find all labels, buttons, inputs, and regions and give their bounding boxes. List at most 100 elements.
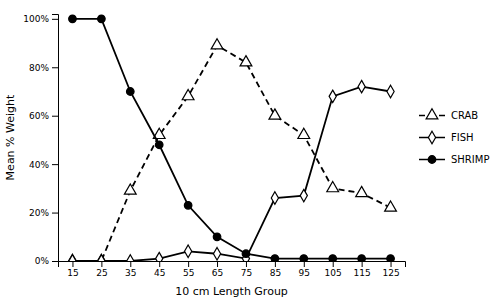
point: [127, 255, 134, 261]
tick-mark: [275, 261, 276, 267]
point: [327, 182, 339, 192]
point: [300, 255, 308, 261]
tick: 55: [183, 261, 194, 278]
tick-label: 125: [382, 268, 399, 278]
tick: 65: [212, 261, 223, 278]
point: [300, 189, 307, 201]
point: [211, 39, 223, 49]
tick-mark: [304, 261, 305, 267]
tick: 20%: [29, 208, 58, 218]
tick-mark: [52, 261, 58, 262]
plot: 15 25 35 45 55 65 75 85 95 105 115 125 0% 20% 40% 60% 80…: [23, 14, 405, 278]
tick-label: 15: [67, 268, 78, 278]
tick-mark: [333, 261, 334, 267]
legend-marker: [426, 109, 438, 119]
tick: 95: [299, 261, 310, 278]
tick: 125: [382, 261, 399, 278]
tick-mark: [217, 261, 218, 267]
tick-mark: [188, 261, 189, 267]
legend-item: SHRIMP: [419, 154, 489, 165]
tick-label: 65: [212, 268, 223, 278]
tick: 75: [241, 261, 252, 278]
point: [298, 128, 310, 138]
tick: 105: [325, 261, 342, 278]
axis-line: [52, 15, 59, 262]
tick-mark: [362, 261, 363, 267]
axis-line: [59, 262, 406, 268]
point: [329, 90, 336, 102]
point: [356, 186, 368, 196]
tick-mark: [52, 213, 58, 214]
point: [98, 255, 105, 261]
legend-marker: [428, 131, 435, 143]
tick-label: 25: [96, 268, 107, 278]
point: [242, 250, 250, 258]
series-line: [72, 19, 390, 259]
tick-mark: [130, 261, 131, 267]
series-group: [67, 15, 397, 261]
tick: 115: [354, 261, 371, 278]
point: [124, 184, 136, 194]
x-axis-title: 10 cm Length Group: [175, 285, 288, 298]
tick-label: 55: [183, 268, 194, 278]
point: [387, 255, 395, 261]
point: [271, 255, 279, 261]
series-line: [72, 87, 390, 261]
point: [156, 252, 163, 261]
tick-label: 95: [299, 268, 310, 278]
point: [155, 141, 163, 149]
tick-mark: [159, 261, 160, 267]
tick: 80%: [29, 63, 58, 73]
point: [127, 88, 135, 96]
point: [213, 247, 220, 259]
tick-mark: [72, 261, 73, 267]
point: [358, 80, 365, 92]
legend-item: CRAB: [419, 109, 478, 121]
y-axis-title: Mean % Weight: [4, 94, 17, 180]
point: [358, 255, 366, 261]
point: [184, 202, 192, 210]
tick-mark: [246, 261, 247, 267]
legend-item: FISH: [419, 131, 474, 143]
tick-mark: [391, 261, 392, 267]
point: [240, 56, 252, 66]
legend-label: CRAB: [451, 110, 478, 121]
point: [385, 201, 397, 211]
tick-label: 85: [270, 268, 281, 278]
tick-label: 0%: [35, 256, 50, 266]
tick: 45: [154, 261, 165, 278]
tick: 35: [125, 261, 136, 278]
tick-label: 80%: [29, 63, 49, 73]
tick-mark: [52, 164, 58, 165]
point: [387, 85, 394, 97]
point: [69, 255, 76, 261]
tick: 60%: [29, 111, 58, 121]
tick-label: 75: [241, 268, 252, 278]
tick-label: 45: [154, 268, 165, 278]
tick-label: 105: [325, 268, 342, 278]
tick-label: 115: [354, 268, 371, 278]
tick-label: 40%: [29, 160, 49, 170]
series-line: [72, 45, 390, 261]
chart: 15 25 35 45 55 65 75 85 95 105 115 125 0% 20% 40% 60% 80…: [0, 0, 500, 303]
tick-mark: [52, 67, 58, 68]
legend-label: FISH: [451, 132, 474, 143]
point: [69, 15, 77, 23]
tick-label: 35: [125, 268, 136, 278]
tick-label: 20%: [29, 208, 49, 218]
tick: 15: [67, 261, 78, 278]
legend-marker: [428, 156, 436, 164]
tick-mark: [52, 19, 58, 20]
tick: 0%: [35, 256, 58, 266]
y-axis: 0%20%40%60%80%100%: [23, 14, 58, 266]
x-axis: 15 25 35 45 55 65 75 85 95 105 115 125: [59, 261, 406, 278]
point: [98, 15, 106, 23]
tick-mark: [52, 116, 58, 117]
point: [269, 109, 281, 119]
legend-label: SHRIMP: [451, 154, 489, 165]
point: [271, 192, 278, 204]
legend: CRAB FISH SHRIMP: [419, 109, 489, 165]
tick-label: 60%: [29, 111, 49, 121]
point: [213, 233, 221, 241]
point: [185, 245, 192, 257]
